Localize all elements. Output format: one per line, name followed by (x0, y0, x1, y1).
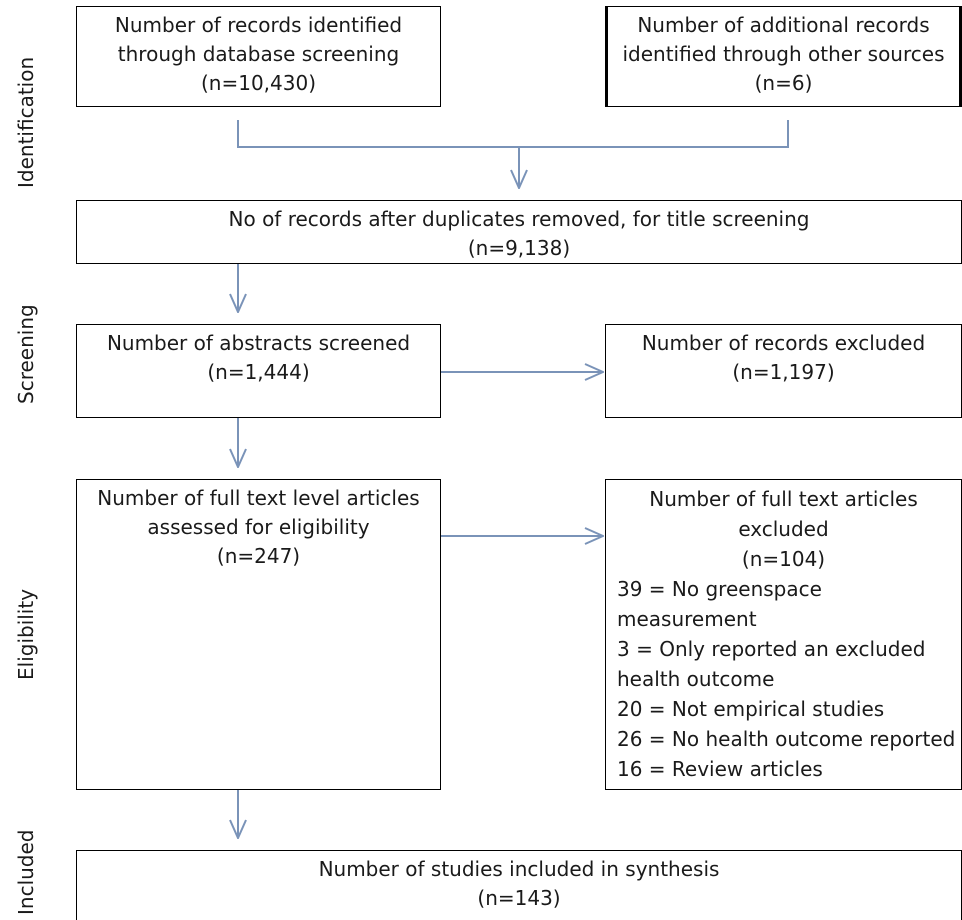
box-abstracts-screened: Number of abstracts screened (n=1,444) (76, 324, 441, 418)
exclusion-reason: 39 = No greenspace (617, 577, 822, 601)
box-heading-line: (n=104) (741, 547, 826, 571)
box-records-excluded: Number of records excluded (n=1,197) (605, 324, 962, 418)
exclusion-reason: measurement (617, 607, 757, 631)
box-text-line: assessed for eligibility (147, 515, 370, 539)
box-text-line: (n=6) (754, 71, 813, 95)
box-heading-line: Number of full text articles (649, 487, 918, 511)
box-included-synthesis: Number of studies included in synthesis … (76, 850, 962, 920)
box-full-text-excluded: Number of full text articles excluded (n… (605, 479, 962, 790)
box-after-duplicates: No of records after duplicates removed, … (76, 200, 962, 264)
box-text-line: Number of records identified (114, 13, 403, 37)
exclusion-reason: 26 = No health outcome reported (617, 727, 956, 751)
box-text-line: No of records after duplicates removed, … (228, 207, 810, 231)
box-full-text-assessed: Number of full text level articles asses… (76, 479, 441, 790)
box-text-line: (n=9,138) (467, 236, 571, 260)
box-text-line: (n=247) (216, 544, 301, 568)
exclusion-reasons-list: 39 = No greenspace measurement 3 = Only … (606, 574, 961, 784)
box-text-line: identified through other sources (622, 42, 945, 66)
box-text-line: (n=1,197) (732, 360, 835, 384)
merge-connector (237, 120, 789, 148)
box-text-line: (n=1,444) (207, 360, 310, 384)
box-heading-line: excluded (738, 517, 829, 541)
exclusion-reason: 20 = Not empirical studies (617, 697, 885, 721)
box-text-line: Number of abstracts screened (106, 331, 411, 355)
box-database-records: Number of records identified through dat… (76, 6, 441, 107)
box-text-line: (n=10,430) (200, 71, 317, 95)
box-other-sources: Number of additional records identified … (605, 6, 962, 107)
exclusion-reason: 3 = Only reported an excluded (617, 637, 926, 661)
box-text-line: Number of studies included in synthesis (318, 857, 720, 881)
box-text-line: Number of records excluded (641, 331, 926, 355)
box-text-line: through database screening (117, 42, 400, 66)
exclusion-reason: 16 = Review articles (617, 757, 823, 781)
box-text-line: Number of additional records (637, 13, 930, 37)
box-text-line: (n=143) (477, 886, 561, 910)
box-text-line: Number of full text level articles (97, 486, 420, 510)
exclusion-reason: health outcome (617, 667, 775, 691)
